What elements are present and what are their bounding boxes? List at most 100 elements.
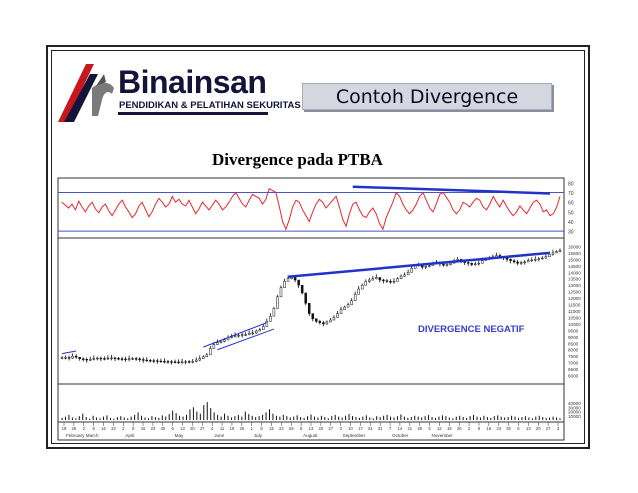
x-day-label: 8 — [260, 426, 263, 431]
slide-frame — [46, 45, 590, 449]
price-candle — [410, 268, 413, 273]
price-candle — [262, 326, 265, 330]
price-candle — [198, 358, 201, 361]
price-candle — [110, 357, 113, 360]
price-candle — [339, 309, 343, 314]
indicator-tick-label: 60 — [568, 201, 574, 207]
price-candle — [113, 357, 117, 360]
price-candle — [477, 262, 481, 265]
x-month-label: November — [432, 433, 454, 438]
price-candle — [124, 358, 127, 361]
indicator-tick-label: 70 — [568, 191, 574, 197]
x-day-label: 6 — [300, 426, 303, 431]
x-day-label: 27 — [200, 426, 205, 431]
price-candle — [117, 358, 120, 360]
price-candle — [509, 259, 512, 261]
price-tick-label: 8000 — [568, 348, 579, 353]
x-month-label: March — [86, 433, 99, 438]
price-candle — [406, 272, 410, 276]
indicator-tick-label: 40 — [568, 220, 574, 226]
price-candle — [389, 281, 392, 283]
price-candle — [558, 250, 562, 252]
price-candle — [159, 360, 163, 363]
price-candle — [127, 358, 131, 360]
price-candle — [145, 359, 149, 362]
price-tick-label: 12500 — [568, 290, 581, 295]
x-day-label: 2 — [468, 426, 471, 431]
price-candle — [120, 358, 124, 360]
x-day-label: 23 — [111, 426, 116, 431]
price-tick-label: 15500 — [568, 251, 581, 256]
price-tick-label: 14000 — [568, 270, 581, 275]
chart-svg: 8070605040301600015500150001450014000135… — [57, 177, 581, 441]
brand-underline — [118, 112, 268, 115]
x-day-label: 29 — [289, 426, 294, 431]
x-day-label: 26 — [457, 426, 462, 431]
price-tick-label: 11000 — [568, 309, 581, 314]
x-day-label: 12 — [437, 426, 442, 431]
price-tick-label: 12000 — [568, 296, 581, 301]
price-candle — [445, 264, 449, 266]
x-day-label: 15 — [269, 426, 274, 431]
price-candle — [156, 360, 159, 362]
x-day-label: 11 — [220, 426, 225, 431]
price-tick-label: 15000 — [568, 257, 581, 262]
price-candle — [223, 339, 226, 342]
brand-name: Binainsan — [118, 64, 267, 100]
price-candle — [534, 259, 537, 261]
x-month-label: July — [254, 433, 263, 438]
price-candle — [505, 257, 509, 260]
price-candle — [322, 322, 325, 325]
price-candle — [265, 321, 269, 327]
x-day-label: 23 — [496, 426, 501, 431]
volume-tick-label: 30000 — [568, 405, 581, 410]
price-candle — [180, 361, 184, 363]
price-candle — [318, 321, 322, 323]
price-candle — [551, 252, 555, 255]
price-candle — [530, 259, 533, 262]
price-candle — [286, 278, 290, 282]
price-candle — [131, 358, 134, 360]
x-day-label: 9 — [132, 426, 135, 431]
x-day-label: 27 — [546, 426, 551, 431]
x-day-label: 22 — [279, 426, 284, 431]
price-candle — [237, 335, 240, 337]
price-candle — [89, 359, 92, 361]
price-candle — [233, 335, 237, 338]
price-candle — [385, 280, 389, 282]
price-candle — [336, 313, 339, 318]
price-candle — [473, 263, 477, 265]
price-candle — [428, 265, 431, 267]
indicator-series-line — [61, 187, 561, 231]
x-day-label: 18 — [230, 426, 235, 431]
price-candle — [191, 361, 194, 363]
price-candle — [360, 284, 364, 290]
price-candle — [194, 359, 198, 362]
x-day-label: 14 — [398, 426, 403, 431]
price-candle — [297, 279, 300, 286]
price-candle — [399, 275, 403, 279]
price-candle — [516, 261, 519, 264]
x-day-label: 16 — [101, 426, 106, 431]
price-candle — [99, 357, 103, 360]
x-day-label: 9 — [92, 426, 95, 431]
stock-chart: 80 70 60 50 40 30 16000 15500 15000 14500 14000 135… — [56, 172, 584, 444]
price-candle — [138, 358, 141, 360]
price-candle — [187, 361, 191, 363]
price-candle — [541, 257, 544, 260]
price-candle — [442, 263, 445, 266]
price-candle — [67, 357, 71, 359]
x-day-label: 13 — [180, 426, 185, 431]
volume-tick-label: 20000 — [568, 410, 581, 415]
x-day-label: 4 — [211, 426, 214, 431]
price-candle — [555, 251, 558, 254]
price-trendline — [287, 251, 550, 279]
price-candle — [382, 279, 385, 282]
x-month-label: August — [303, 433, 318, 438]
bull-logo-icon — [58, 64, 114, 122]
price-candle — [304, 292, 307, 304]
price-candle — [64, 357, 67, 359]
price-candle — [307, 303, 311, 314]
x-day-label: 31 — [378, 426, 383, 431]
indicator-tick-label: 30 — [568, 230, 574, 236]
